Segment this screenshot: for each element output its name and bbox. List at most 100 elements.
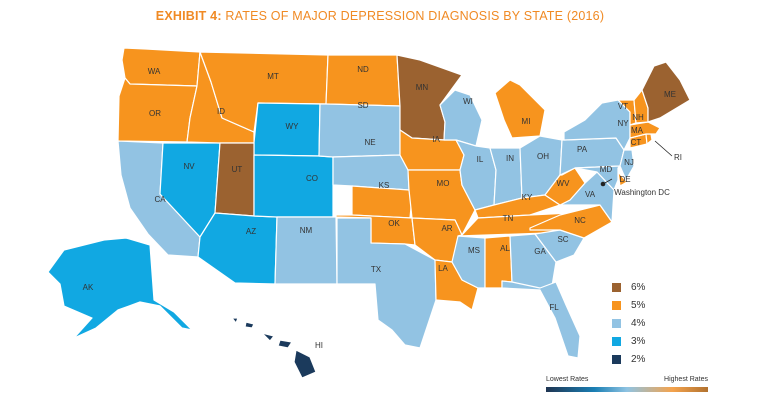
state-me: [641, 61, 691, 123]
scale-gradient-bar: [546, 387, 708, 392]
state-label-ny: NY: [617, 119, 629, 128]
state-md: [574, 165, 621, 191]
state-hi-island: [231, 317, 239, 324]
state-ks: [351, 185, 413, 219]
state-label-sd: SD: [357, 101, 368, 110]
state-label-ky: KY: [522, 193, 533, 202]
legend-label-4: 4%: [631, 317, 646, 329]
state-co: [253, 154, 334, 218]
state-mi: [494, 79, 546, 139]
legend-label-6: 6%: [631, 281, 646, 293]
state-label-nj: NJ: [624, 158, 634, 167]
state-ky: [474, 194, 561, 219]
state-label-nc: NC: [574, 216, 586, 225]
state-wi: [439, 89, 483, 147]
state-ri: [645, 133, 653, 145]
state-label-md: MD: [600, 165, 613, 174]
legend-swatch-5: [612, 300, 621, 310]
state-label-oh: OH: [537, 152, 549, 161]
state-label-mi: MI: [522, 117, 531, 126]
state-label-in: IN: [506, 154, 514, 163]
washington-dc-label: Washington DC: [614, 188, 670, 197]
state-label-vt: VT: [618, 102, 628, 111]
state-label-wy: WY: [286, 122, 300, 131]
state-label-co: CO: [306, 174, 318, 183]
scale-low-label: Lowest Rates: [546, 376, 589, 383]
state-nj: [619, 149, 635, 181]
state-label-tn: TN: [503, 214, 514, 223]
legend-item-5: 5%: [612, 297, 645, 313]
legend-item-2: 2%: [612, 351, 645, 367]
state-label-tx: TX: [371, 265, 382, 274]
state-label-ct: CT: [631, 138, 642, 147]
color-scale: Lowest Rates Highest Rates: [546, 376, 708, 392]
state-label-ca: CA: [154, 195, 166, 204]
scale-high-label: Highest Rates: [664, 376, 708, 383]
legend-label-3: 3%: [631, 335, 646, 347]
title-rest: RATES OF MAJOR DEPRESSION DIAGNOSIS BY S…: [225, 9, 605, 23]
legend-item-4: 4%: [612, 315, 645, 331]
legend-swatch-2: [612, 354, 621, 364]
state-label-il: IL: [477, 155, 484, 164]
state-label-ut: UT: [232, 165, 243, 174]
state-ne: [332, 154, 410, 191]
state-label-al: AL: [500, 244, 510, 253]
state-ut: [214, 142, 255, 217]
state-label-sc: SC: [557, 235, 568, 244]
legend-item-6: 6%: [612, 279, 645, 295]
state-label-fl: FL: [549, 303, 559, 312]
state-sd: [318, 103, 401, 158]
state-hi-island: [277, 339, 293, 349]
state-label-nh: NH: [632, 113, 644, 122]
state-hi-island: [293, 349, 317, 379]
legend: 6% 5% 4% 3% 2%: [612, 279, 645, 369]
state-label-ak: AK: [83, 283, 94, 292]
state-label-id: ID: [217, 107, 225, 116]
state-label-pa: PA: [577, 145, 588, 154]
state-nd: [325, 54, 401, 107]
legend-label-2: 2%: [631, 353, 646, 365]
state-label-mn: MN: [416, 83, 429, 92]
state-hi-island: [244, 321, 255, 329]
state-vt: [617, 99, 637, 126]
state-label-wa: WA: [148, 67, 161, 76]
legend-swatch-3: [612, 336, 621, 346]
state-fl: [501, 280, 581, 359]
legend-label-5: 5%: [631, 299, 646, 311]
state-label-hi: HI: [315, 341, 323, 350]
state-label-mo: MO: [437, 179, 450, 188]
state-label-ar: AR: [441, 224, 452, 233]
legend-swatch-6: [612, 282, 621, 292]
state-label-wv: WV: [557, 179, 571, 188]
state-label-va: VA: [585, 190, 596, 199]
map-title: EXHIBIT 4: RATES OF MAJOR DEPRESSION DIA…: [0, 9, 760, 23]
dc-marker: [600, 181, 606, 187]
state-label-nd: ND: [357, 65, 369, 74]
state-hi-island: [261, 332, 275, 342]
title-lead: EXHIBIT 4:: [155, 9, 222, 23]
state-label-ne: NE: [364, 138, 375, 147]
state-label-ri: RI: [674, 153, 682, 162]
state-sc: [534, 229, 585, 263]
state-wa: [121, 47, 201, 87]
state-label-ia: IA: [432, 135, 440, 144]
state-label-wi: WI: [463, 97, 473, 106]
state-label-ks: KS: [379, 181, 390, 190]
legend-swatch-4: [612, 318, 621, 328]
state-label-nv: NV: [183, 162, 195, 171]
ri-callout-line: [654, 140, 673, 157]
state-label-nm: NM: [300, 226, 313, 235]
state-label-ms: MS: [468, 246, 480, 255]
state-label-mt: MT: [267, 72, 279, 81]
state-label-az: AZ: [246, 227, 256, 236]
state-label-la: LA: [438, 264, 448, 273]
state-az: [197, 212, 278, 285]
state-label-ma: MA: [631, 126, 644, 135]
state-label-me: ME: [664, 90, 676, 99]
state-label-ok: OK: [388, 219, 400, 228]
state-ak: [47, 237, 193, 339]
state-hi: [231, 317, 317, 379]
state-label-ga: GA: [534, 247, 546, 256]
legend-item-3: 3%: [612, 333, 645, 349]
